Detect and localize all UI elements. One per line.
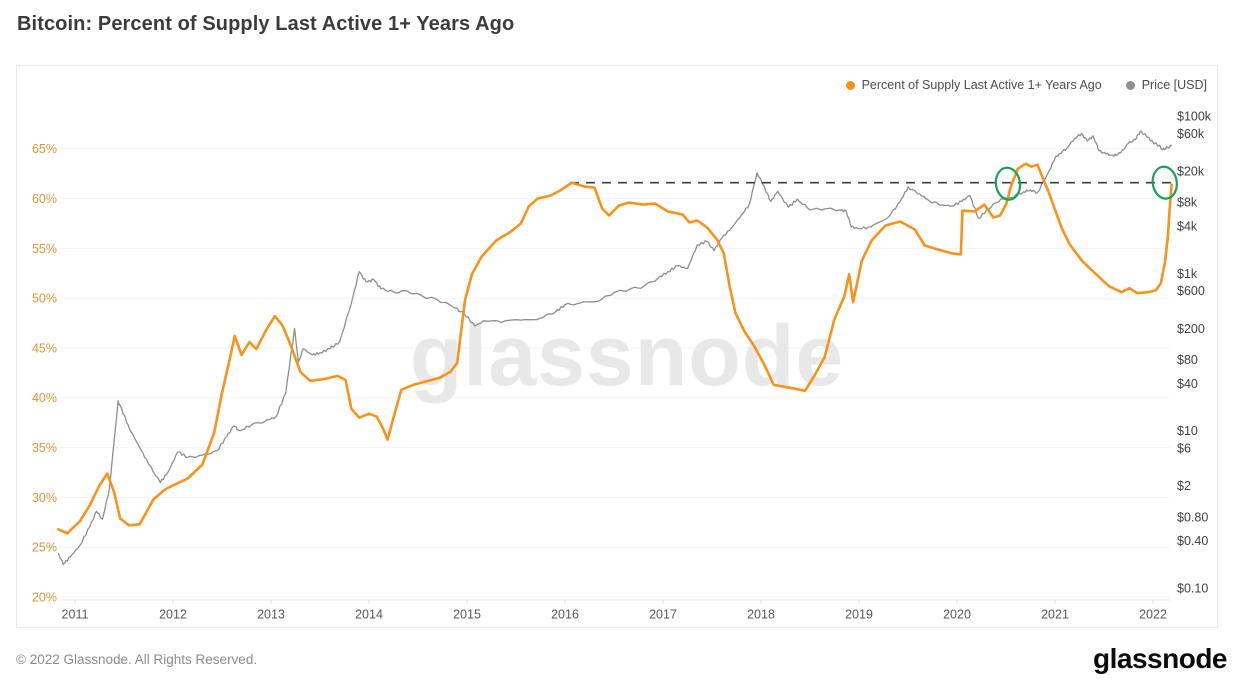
footer-copyright: © 2022 Glassnode. All Rights Reserved. <box>16 652 258 667</box>
glassnode-logo[interactable]: glassnode <box>1093 643 1227 674</box>
legend-dot-gray-icon <box>1125 80 1135 90</box>
page-title: Bitcoin: Percent of Supply Last Active 1… <box>17 13 515 35</box>
legend-dot-orange-icon <box>845 80 855 90</box>
legend-item-percent-supply[interactable]: Percent of Supply Last Active 1+ Years A… <box>845 78 1102 92</box>
legend-label-price: Price [USD] <box>1141 78 1207 92</box>
chart-legend: Percent of Supply Last Active 1+ Years A… <box>845 78 1207 92</box>
plot-area[interactable] <box>60 96 1170 600</box>
legend-label-percent-supply: Percent of Supply Last Active 1+ Years A… <box>861 78 1102 92</box>
legend-item-price[interactable]: Price [USD] <box>1125 78 1207 92</box>
